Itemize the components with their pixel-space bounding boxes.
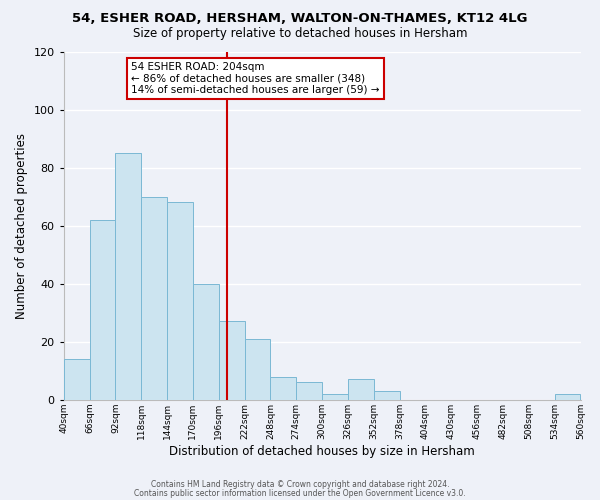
- Bar: [245, 339, 271, 400]
- Text: Contains HM Land Registry data © Crown copyright and database right 2024.: Contains HM Land Registry data © Crown c…: [151, 480, 449, 489]
- Bar: [167, 202, 193, 400]
- Bar: [374, 391, 400, 400]
- Bar: [64, 359, 89, 400]
- Bar: [271, 376, 296, 400]
- Bar: [554, 394, 580, 400]
- Bar: [115, 153, 141, 400]
- Bar: [348, 380, 374, 400]
- Text: Size of property relative to detached houses in Hersham: Size of property relative to detached ho…: [133, 28, 467, 40]
- Text: 54 ESHER ROAD: 204sqm
← 86% of detached houses are smaller (348)
14% of semi-det: 54 ESHER ROAD: 204sqm ← 86% of detached …: [131, 62, 379, 95]
- Y-axis label: Number of detached properties: Number of detached properties: [15, 132, 28, 318]
- Bar: [296, 382, 322, 400]
- Bar: [322, 394, 348, 400]
- Text: Contains public sector information licensed under the Open Government Licence v3: Contains public sector information licen…: [134, 489, 466, 498]
- Bar: [193, 284, 219, 400]
- Text: 54, ESHER ROAD, HERSHAM, WALTON-ON-THAMES, KT12 4LG: 54, ESHER ROAD, HERSHAM, WALTON-ON-THAME…: [72, 12, 528, 26]
- Bar: [141, 196, 167, 400]
- X-axis label: Distribution of detached houses by size in Hersham: Distribution of detached houses by size …: [169, 444, 475, 458]
- Bar: [89, 220, 115, 400]
- Bar: [219, 322, 245, 400]
